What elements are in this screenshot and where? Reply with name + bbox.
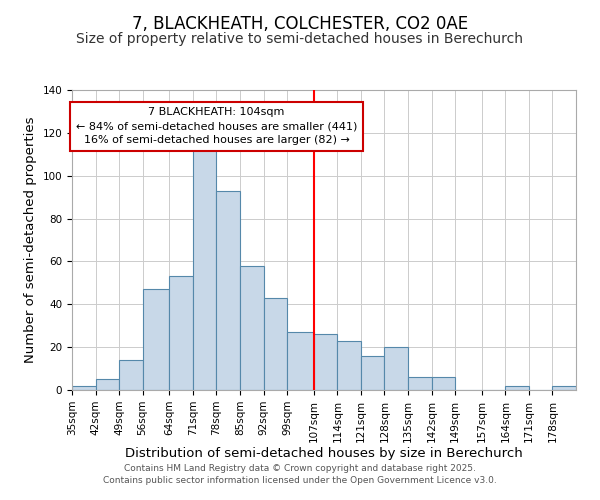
X-axis label: Distribution of semi-detached houses by size in Berechurch: Distribution of semi-detached houses by … xyxy=(125,448,523,460)
Bar xyxy=(119,360,143,390)
Bar xyxy=(361,356,385,390)
Bar xyxy=(337,340,361,390)
Text: Size of property relative to semi-detached houses in Berechurch: Size of property relative to semi-detach… xyxy=(77,32,523,46)
Bar xyxy=(385,347,408,390)
Bar xyxy=(72,386,95,390)
Y-axis label: Number of semi-detached properties: Number of semi-detached properties xyxy=(24,116,37,363)
Bar xyxy=(95,380,119,390)
Bar xyxy=(287,332,314,390)
Bar xyxy=(505,386,529,390)
Bar xyxy=(431,377,455,390)
Bar xyxy=(263,298,287,390)
Bar xyxy=(408,377,431,390)
Bar xyxy=(193,137,217,390)
Text: 7 BLACKHEATH: 104sqm
← 84% of semi-detached houses are smaller (441)
16% of semi: 7 BLACKHEATH: 104sqm ← 84% of semi-detac… xyxy=(76,107,357,145)
Bar xyxy=(314,334,337,390)
Bar xyxy=(240,266,263,390)
Bar xyxy=(169,276,193,390)
Text: 7, BLACKHEATH, COLCHESTER, CO2 0AE: 7, BLACKHEATH, COLCHESTER, CO2 0AE xyxy=(132,15,468,33)
Bar xyxy=(143,290,169,390)
Bar xyxy=(553,386,576,390)
Text: Contains HM Land Registry data © Crown copyright and database right 2025.
Contai: Contains HM Land Registry data © Crown c… xyxy=(103,464,497,485)
Bar xyxy=(217,190,240,390)
